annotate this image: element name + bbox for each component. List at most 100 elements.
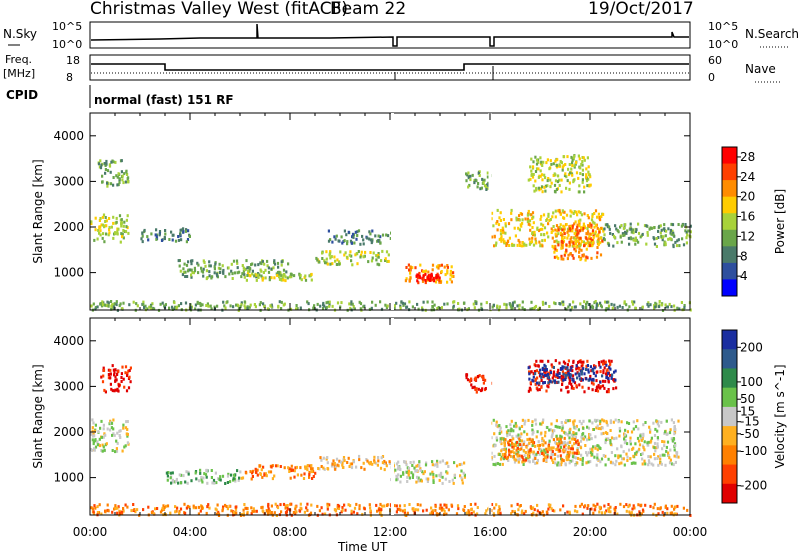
echo-cell [234,473,237,477]
echo-cell [132,300,135,304]
echo-cell [407,263,410,267]
echo-cell [554,209,557,213]
echo-cell [540,379,543,382]
echo-cell [571,158,574,162]
echo-cell [451,478,454,482]
echo-cell [409,265,412,269]
echo-cell [104,433,107,437]
echo-cell [531,428,534,432]
echo-cell [527,450,530,454]
echo-cell [599,253,603,257]
echo-cell [117,383,121,387]
echo-cell [104,171,107,175]
echo-cell [571,451,574,455]
echo-cell [585,302,588,306]
echo-cell [475,390,478,394]
echo-cell [565,213,569,217]
echo-cell [264,276,267,280]
echo-cell [615,386,618,390]
echo-cell [503,443,506,447]
echo-cell [526,453,529,457]
echo-cell [518,307,521,311]
echo-cell [204,264,207,268]
echo-cell [309,511,313,515]
echo-cell [261,505,264,509]
echo-cell [620,445,623,449]
echo-cell [590,241,593,245]
echo-cell [358,507,361,511]
echo-cell [569,237,572,241]
echo-cell [590,437,593,441]
echo-cell [110,307,113,311]
echo-cell [348,465,351,468]
echo-cell [516,447,519,450]
echo-cell [632,427,635,431]
echo-cell [627,236,630,240]
echo-cell [545,458,548,462]
echo-cell [604,463,607,467]
echo-cell [655,420,658,424]
echo-cell [90,506,93,510]
echo-cell [498,429,502,433]
echo-cell [100,512,103,516]
echo-cell [456,504,460,508]
echo-cell [237,307,241,311]
echo-cell [150,511,153,514]
echo-cell [629,222,632,226]
echo-cell [326,502,329,506]
echo-cell [114,232,117,236]
echo-cell [482,381,485,385]
echo-cell [377,239,380,242]
echo-cell [549,371,553,375]
echo-cell [532,450,535,454]
echo-cell [592,377,595,381]
echo-cell [542,453,545,457]
echo-cell [671,229,674,233]
echo-cell [611,373,614,377]
echo-cell [266,307,269,311]
colorbar-tick-label: 20 [740,190,755,204]
echo-cell [350,509,353,513]
echo-cell [554,452,557,456]
echo-cell [562,300,565,304]
echo-cell [607,304,611,308]
echo-cell [528,460,531,464]
echo-cell [572,387,575,390]
echo-cell [90,222,93,226]
echo-cell [218,271,222,274]
echo-cell [505,430,509,434]
colorbar-swatch [722,262,737,280]
echo-cell [280,300,283,304]
echo-cell [558,463,561,467]
echo-cell [136,508,139,512]
echo-cell [92,442,95,446]
echo-cell [537,167,540,171]
echo-cell [234,507,238,511]
echo-cell [674,460,677,464]
echo-cell [416,503,419,507]
echo-cell [192,506,195,510]
echo-cell [573,442,576,446]
echo-cell [537,160,540,164]
echo-cell [94,228,97,232]
echo-cell [470,377,473,381]
echo-cell [280,510,283,514]
echo-cell [467,509,470,513]
echo-cell [355,465,358,469]
echo-cell [649,303,652,307]
echo-cell [557,226,560,230]
echo-cell [570,306,574,310]
echo-cell [559,223,562,227]
echo-cell [401,301,404,305]
echo-cell [405,305,408,309]
echo-cell [567,173,571,177]
echo-cell [540,173,544,177]
echo-cell [555,375,558,379]
echo-cell [520,511,523,515]
echo-cell [335,234,338,238]
echo-cell [276,274,279,277]
echo-cell [359,242,362,246]
echo-cell [659,231,662,235]
echo-cell [429,472,432,476]
panel-frame [89,112,691,311]
